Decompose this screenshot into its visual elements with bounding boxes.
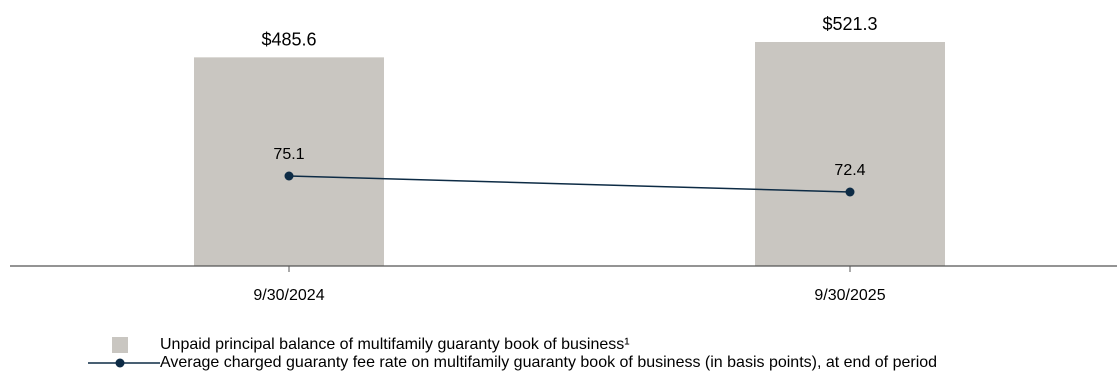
bar-1 [194, 57, 384, 266]
fee-rate-point-2 [845, 187, 855, 197]
bar-value-label-2: $521.3 [822, 14, 877, 34]
fee-rate-point-1 [284, 171, 294, 181]
legend-item-line-series: Average charged guaranty fee rate on mul… [88, 354, 937, 372]
legend-line-swatch-marker [115, 358, 125, 368]
chart-legend: Unpaid principal balance of multifamily … [88, 336, 937, 372]
legend-bar-swatch [88, 336, 160, 354]
fee-rate-label-2: 72.4 [834, 162, 865, 179]
legend-line-label: Average charged guaranty fee rate on mul… [160, 354, 938, 371]
legend-line-swatch [88, 354, 160, 372]
legend-bar-label: Unpaid principal balance of multifamily … [160, 336, 630, 353]
legend-bar-swatch-square [112, 337, 128, 353]
bar-2 [755, 42, 945, 266]
legend-line-swatch-svg [88, 358, 160, 368]
x-tick-label-2: 9/30/2025 [814, 287, 885, 304]
x-tick-label-1: 9/30/2024 [253, 287, 324, 304]
fee-rate-label-1: 75.1 [273, 146, 304, 163]
bar-value-label-1: $485.6 [261, 29, 316, 49]
fee-rate-line [288, 175, 851, 193]
legend-item-bar-series: Unpaid principal balance of multifamily … [88, 336, 937, 354]
